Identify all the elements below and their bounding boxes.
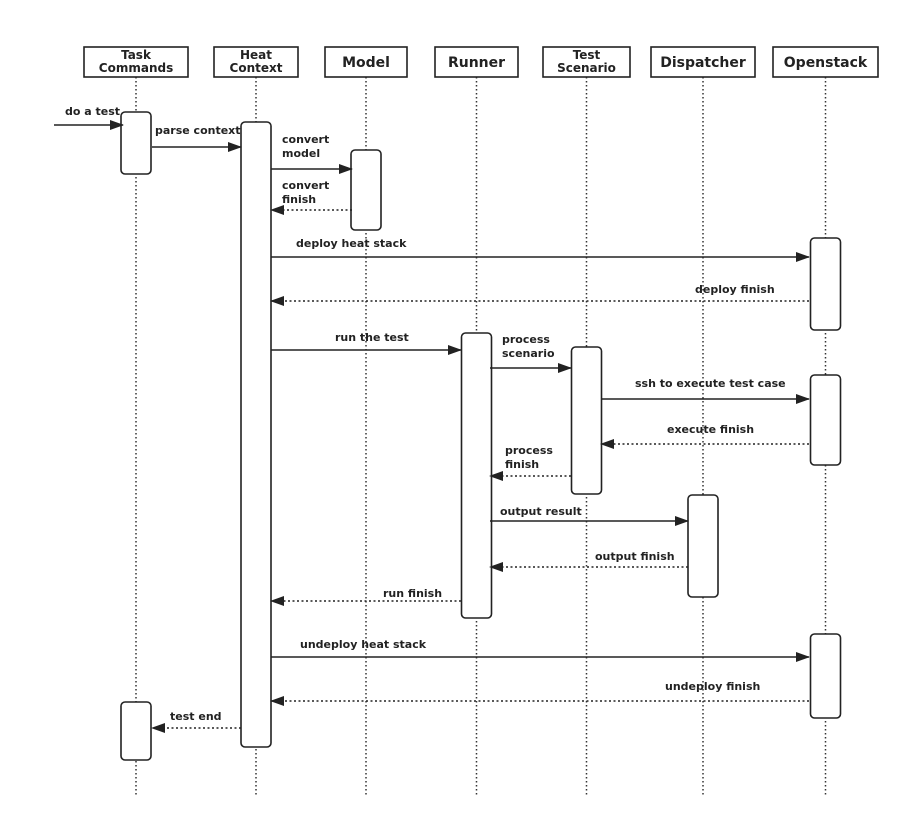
participant-label: Task <box>121 48 152 62</box>
participant-label: Commands <box>99 61 173 75</box>
message-label: finish <box>282 193 316 206</box>
message-label: finish <box>505 458 539 471</box>
task-activation <box>120 111 152 175</box>
participant-box <box>434 46 519 78</box>
message-deploy-finish: deploy finish <box>270 283 809 306</box>
message-label: run finish <box>383 587 442 600</box>
participant-label: Scenario <box>557 61 616 75</box>
participant-label: Openstack <box>784 55 868 71</box>
message-ssh-to-execute-test-case: ssh to execute test case <box>601 377 810 404</box>
message-execute-finish: execute finish <box>600 423 809 449</box>
message-label: model <box>282 147 320 160</box>
message-test-end: test end <box>151 710 241 733</box>
message-label: output finish <box>595 550 675 563</box>
participant-box <box>213 46 299 78</box>
model-activation <box>350 149 382 231</box>
message-label: undeploy heat stack <box>300 638 427 651</box>
message-undeploy-finish: undeploy finish <box>270 680 809 706</box>
task-activation <box>120 701 152 761</box>
runner-activation <box>460 332 493 619</box>
message-label: undeploy finish <box>665 680 760 693</box>
participant-label: Heat <box>240 48 272 62</box>
participant-label: Dispatcher <box>660 55 746 71</box>
message-label: test end <box>170 710 222 723</box>
message-label: process <box>505 444 553 457</box>
message-label: scenario <box>502 347 555 360</box>
message-parse-context: parse context <box>152 124 242 152</box>
message-label: run the test <box>335 331 409 344</box>
message-label: convert <box>282 133 329 146</box>
participant-box <box>772 46 879 78</box>
message-label: deploy heat stack <box>296 237 407 250</box>
message-label: parse context <box>155 124 241 137</box>
scenario-activation <box>570 346 603 495</box>
message-deploy-heat-stack: deploy heat stack <box>271 237 810 262</box>
message-do-a-test: do a test <box>54 105 124 130</box>
openstack-activation <box>809 374 842 466</box>
participant-label: Test <box>573 48 601 62</box>
message-label: process <box>502 333 550 346</box>
participant-label: Runner <box>448 55 505 71</box>
participant-box <box>650 46 756 78</box>
message-label: ssh to execute test case <box>635 377 786 390</box>
participant-model: Model <box>324 46 408 78</box>
message-label: output result <box>500 505 582 518</box>
dispatcher-activation <box>687 494 719 598</box>
openstack-activation <box>809 237 842 331</box>
participant-box <box>83 46 189 78</box>
heat-activation <box>240 121 272 748</box>
message-label: deploy finish <box>695 283 775 296</box>
message-output-result: output result <box>490 505 689 526</box>
participant-box <box>542 46 631 78</box>
message-output-finish: output finish <box>489 550 688 572</box>
participant-dispatcher: Dispatcher <box>650 46 756 78</box>
participant-box <box>324 46 408 78</box>
message-run-finish: run finish <box>270 587 461 606</box>
message-run-the-test: run the test <box>271 331 462 355</box>
participant-label: Model <box>342 55 390 71</box>
message-label: convert <box>282 179 329 192</box>
participant-runner: Runner <box>434 46 519 78</box>
openstack-activation <box>809 633 842 719</box>
message-label: execute finish <box>667 423 754 436</box>
message-undeploy-heat-stack: undeploy heat stack <box>271 638 810 662</box>
message-label: do a test <box>65 105 120 118</box>
participant-label: Context <box>230 61 283 75</box>
participant-openstack: Openstack <box>772 46 879 78</box>
